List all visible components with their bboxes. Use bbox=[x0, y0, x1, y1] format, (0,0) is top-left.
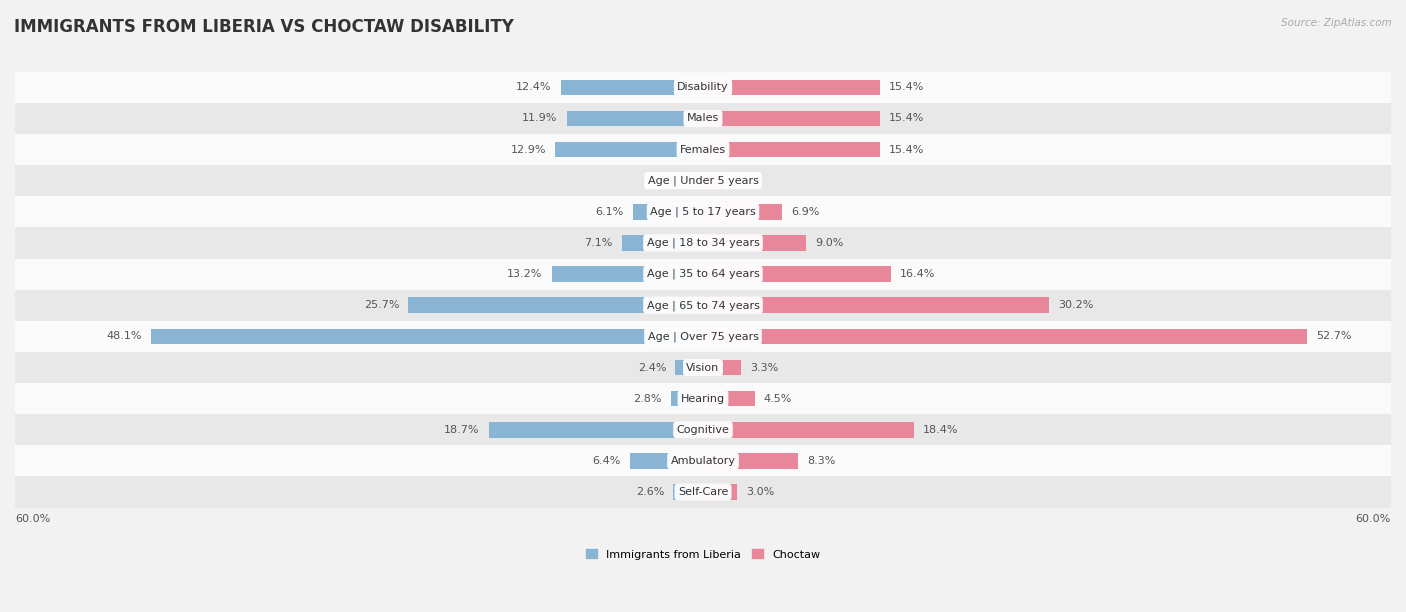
Bar bbox=[703, 173, 724, 188]
Text: 6.4%: 6.4% bbox=[592, 456, 620, 466]
Text: 60.0%: 60.0% bbox=[15, 515, 51, 524]
Text: 15.4%: 15.4% bbox=[889, 82, 924, 92]
Bar bbox=[703, 422, 914, 438]
Bar bbox=[15, 228, 1391, 258]
Text: 16.4%: 16.4% bbox=[900, 269, 935, 279]
Bar bbox=[703, 80, 880, 95]
Text: 6.1%: 6.1% bbox=[596, 207, 624, 217]
Text: Source: ZipAtlas.com: Source: ZipAtlas.com bbox=[1281, 18, 1392, 28]
Text: 30.2%: 30.2% bbox=[1059, 300, 1094, 310]
Bar bbox=[703, 266, 891, 282]
Bar bbox=[15, 321, 1391, 352]
Text: IMMIGRANTS FROM LIBERIA VS CHOCTAW DISABILITY: IMMIGRANTS FROM LIBERIA VS CHOCTAW DISAB… bbox=[14, 18, 515, 36]
Text: 15.4%: 15.4% bbox=[889, 113, 924, 124]
Text: Ambulatory: Ambulatory bbox=[671, 456, 735, 466]
Bar bbox=[15, 258, 1391, 289]
Bar bbox=[15, 477, 1391, 507]
Text: 13.2%: 13.2% bbox=[508, 269, 543, 279]
Text: Age | Over 75 years: Age | Over 75 years bbox=[648, 331, 758, 341]
Text: Vision: Vision bbox=[686, 362, 720, 373]
Bar bbox=[15, 414, 1391, 446]
Bar bbox=[673, 484, 703, 500]
Bar bbox=[703, 360, 741, 375]
Text: Age | 18 to 34 years: Age | 18 to 34 years bbox=[647, 237, 759, 248]
Text: Age | Under 5 years: Age | Under 5 years bbox=[648, 176, 758, 186]
Bar bbox=[408, 297, 703, 313]
Text: 2.4%: 2.4% bbox=[638, 362, 666, 373]
Text: 1.4%: 1.4% bbox=[650, 176, 678, 185]
Bar bbox=[630, 453, 703, 469]
Text: Self-Care: Self-Care bbox=[678, 487, 728, 497]
Text: 4.5%: 4.5% bbox=[763, 394, 792, 404]
Text: 18.4%: 18.4% bbox=[924, 425, 959, 435]
Text: Age | 35 to 64 years: Age | 35 to 64 years bbox=[647, 269, 759, 279]
Bar bbox=[15, 134, 1391, 165]
Bar bbox=[703, 391, 755, 406]
Bar bbox=[703, 142, 880, 157]
Text: 2.8%: 2.8% bbox=[633, 394, 662, 404]
Text: Females: Females bbox=[681, 144, 725, 155]
Bar bbox=[551, 266, 703, 282]
Bar bbox=[703, 204, 782, 220]
Bar bbox=[15, 165, 1391, 196]
Bar bbox=[555, 142, 703, 157]
Bar bbox=[561, 80, 703, 95]
Text: 18.7%: 18.7% bbox=[444, 425, 479, 435]
Bar bbox=[15, 352, 1391, 383]
Text: 12.9%: 12.9% bbox=[510, 144, 546, 155]
Text: Age | 65 to 74 years: Age | 65 to 74 years bbox=[647, 300, 759, 310]
Text: Cognitive: Cognitive bbox=[676, 425, 730, 435]
Text: Disability: Disability bbox=[678, 82, 728, 92]
Bar bbox=[15, 289, 1391, 321]
Bar bbox=[15, 72, 1391, 103]
Text: 2.6%: 2.6% bbox=[636, 487, 664, 497]
Bar bbox=[15, 446, 1391, 477]
Bar bbox=[15, 196, 1391, 228]
Bar bbox=[621, 235, 703, 251]
Bar bbox=[688, 173, 703, 188]
Text: 3.3%: 3.3% bbox=[749, 362, 779, 373]
Bar bbox=[671, 391, 703, 406]
Bar bbox=[703, 235, 806, 251]
Text: 52.7%: 52.7% bbox=[1316, 331, 1353, 341]
Text: 15.4%: 15.4% bbox=[889, 144, 924, 155]
Text: 1.9%: 1.9% bbox=[734, 176, 762, 185]
Bar bbox=[703, 111, 880, 126]
Bar bbox=[152, 329, 703, 344]
Text: 25.7%: 25.7% bbox=[364, 300, 399, 310]
Bar bbox=[15, 383, 1391, 414]
Text: 7.1%: 7.1% bbox=[583, 238, 613, 248]
Text: 3.0%: 3.0% bbox=[747, 487, 775, 497]
Legend: Immigrants from Liberia, Choctaw: Immigrants from Liberia, Choctaw bbox=[582, 545, 824, 564]
Text: 6.9%: 6.9% bbox=[792, 207, 820, 217]
Text: Age | 5 to 17 years: Age | 5 to 17 years bbox=[650, 207, 756, 217]
Text: 9.0%: 9.0% bbox=[815, 238, 844, 248]
Text: Hearing: Hearing bbox=[681, 394, 725, 404]
Bar bbox=[567, 111, 703, 126]
Bar bbox=[703, 329, 1308, 344]
Bar bbox=[703, 484, 737, 500]
Bar bbox=[703, 453, 799, 469]
Text: 11.9%: 11.9% bbox=[522, 113, 557, 124]
Bar bbox=[675, 360, 703, 375]
Text: Males: Males bbox=[688, 113, 718, 124]
Bar bbox=[633, 204, 703, 220]
Bar bbox=[488, 422, 703, 438]
Text: 8.3%: 8.3% bbox=[807, 456, 835, 466]
Bar bbox=[15, 103, 1391, 134]
Text: 60.0%: 60.0% bbox=[1355, 515, 1391, 524]
Text: 48.1%: 48.1% bbox=[107, 331, 142, 341]
Bar bbox=[703, 297, 1049, 313]
Text: 12.4%: 12.4% bbox=[516, 82, 551, 92]
